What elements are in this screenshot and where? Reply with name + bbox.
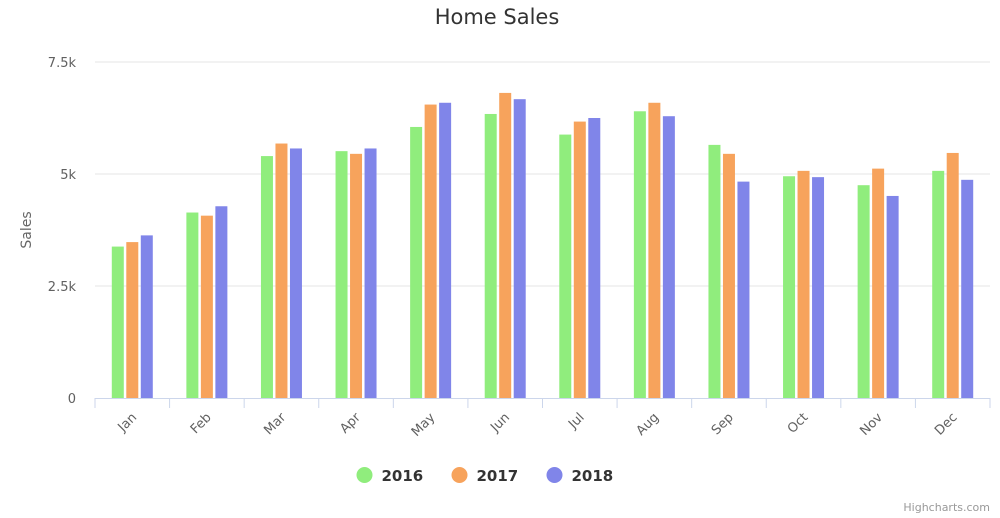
bar-2017-jul[interactable] bbox=[573, 121, 586, 399]
legend-symbol bbox=[546, 467, 563, 483]
bar-2017-sep[interactable] bbox=[722, 153, 735, 398]
bar-2018-nov[interactable] bbox=[886, 195, 899, 398]
y-axis-ticks: 0 2.5k 5k 7.5k bbox=[48, 56, 77, 407]
bar-2016-may[interactable] bbox=[410, 126, 423, 399]
legend-item-2017[interactable]: 2017 bbox=[451, 467, 519, 485]
bar-2018-apr[interactable] bbox=[364, 148, 377, 398]
legend-symbol bbox=[356, 467, 373, 483]
bar-2016-jan[interactable] bbox=[111, 246, 124, 398]
bar-2016-jun[interactable] bbox=[484, 113, 497, 398]
bars bbox=[111, 92, 974, 399]
x-tick-label: Feb bbox=[188, 410, 215, 437]
bar-2017-apr[interactable] bbox=[350, 153, 363, 398]
bar-2016-jul[interactable] bbox=[559, 134, 572, 399]
bar-2018-oct[interactable] bbox=[812, 177, 825, 398]
bar-2018-dec[interactable] bbox=[961, 179, 974, 398]
y-tick-label: 2.5k bbox=[48, 280, 77, 295]
bar-2017-jun[interactable] bbox=[499, 92, 512, 399]
x-tick-label: Oct bbox=[785, 410, 812, 437]
bar-2017-aug[interactable] bbox=[648, 102, 661, 398]
bar-2016-apr[interactable] bbox=[335, 151, 348, 398]
bar-2016-aug[interactable] bbox=[633, 111, 646, 398]
y-axis-label: Sales bbox=[19, 211, 35, 248]
bar-2016-mar[interactable] bbox=[260, 156, 273, 398]
legend-symbol bbox=[451, 467, 468, 483]
credits-link[interactable]: Highcharts.com bbox=[903, 501, 990, 514]
x-axis: Jan Feb Mar Apr May Jun Jul Aug Sep Oct Nov Dec bbox=[94, 398, 991, 440]
chart-title: Home Sales bbox=[435, 5, 560, 29]
bar-2018-feb[interactable] bbox=[215, 206, 228, 398]
y-tick-label: 5k bbox=[60, 168, 76, 183]
bar-2017-nov[interactable] bbox=[872, 168, 885, 398]
bar-2018-sep[interactable] bbox=[737, 181, 750, 398]
y-tick-label: 0 bbox=[68, 392, 76, 407]
grid-lines bbox=[95, 61, 990, 287]
bar-2016-dec[interactable] bbox=[932, 170, 945, 398]
y-tick-label: 7.5k bbox=[48, 56, 77, 71]
bar-2018-mar[interactable] bbox=[289, 148, 302, 398]
x-tick-label: Apr bbox=[337, 410, 364, 437]
x-tick-label: Jun bbox=[487, 410, 513, 436]
bar-2017-jan[interactable] bbox=[126, 242, 139, 398]
x-tick-label: Aug bbox=[634, 410, 663, 439]
x-tick-label: Nov bbox=[857, 410, 886, 439]
bar-2017-feb[interactable] bbox=[200, 215, 213, 398]
legend-label: 2018 bbox=[572, 467, 614, 485]
bar-2018-aug[interactable] bbox=[662, 116, 675, 398]
x-tick-label: Jul bbox=[565, 410, 587, 432]
bar-2018-jan[interactable] bbox=[140, 235, 153, 398]
legend-item-2018[interactable]: 2018 bbox=[546, 467, 614, 485]
bar-2018-jun[interactable] bbox=[513, 99, 526, 399]
x-tick-label: Sep bbox=[709, 410, 737, 438]
legend-item-2016[interactable]: 2016 bbox=[356, 467, 424, 485]
legend[interactable]: 2016 2017 2018 bbox=[356, 467, 614, 485]
x-tick-label: May bbox=[409, 410, 439, 440]
bar-2017-oct[interactable] bbox=[797, 170, 810, 398]
bar-2016-nov[interactable] bbox=[857, 185, 870, 398]
x-tick-label: Mar bbox=[261, 410, 289, 438]
bar-2018-may[interactable] bbox=[439, 102, 452, 398]
bar-2017-may[interactable] bbox=[424, 104, 437, 398]
x-tick-label: Jan bbox=[115, 410, 140, 435]
bar-2016-sep[interactable] bbox=[708, 144, 721, 398]
x-tick-label: Dec bbox=[932, 410, 960, 438]
bar-2017-dec[interactable] bbox=[946, 152, 959, 398]
bar-2016-oct[interactable] bbox=[783, 176, 796, 398]
legend-label: 2017 bbox=[477, 467, 519, 485]
bar-2017-mar[interactable] bbox=[275, 143, 288, 398]
legend-label: 2016 bbox=[382, 467, 424, 485]
bar-2018-jul[interactable] bbox=[588, 118, 601, 398]
bar-2016-feb[interactable] bbox=[186, 212, 199, 398]
